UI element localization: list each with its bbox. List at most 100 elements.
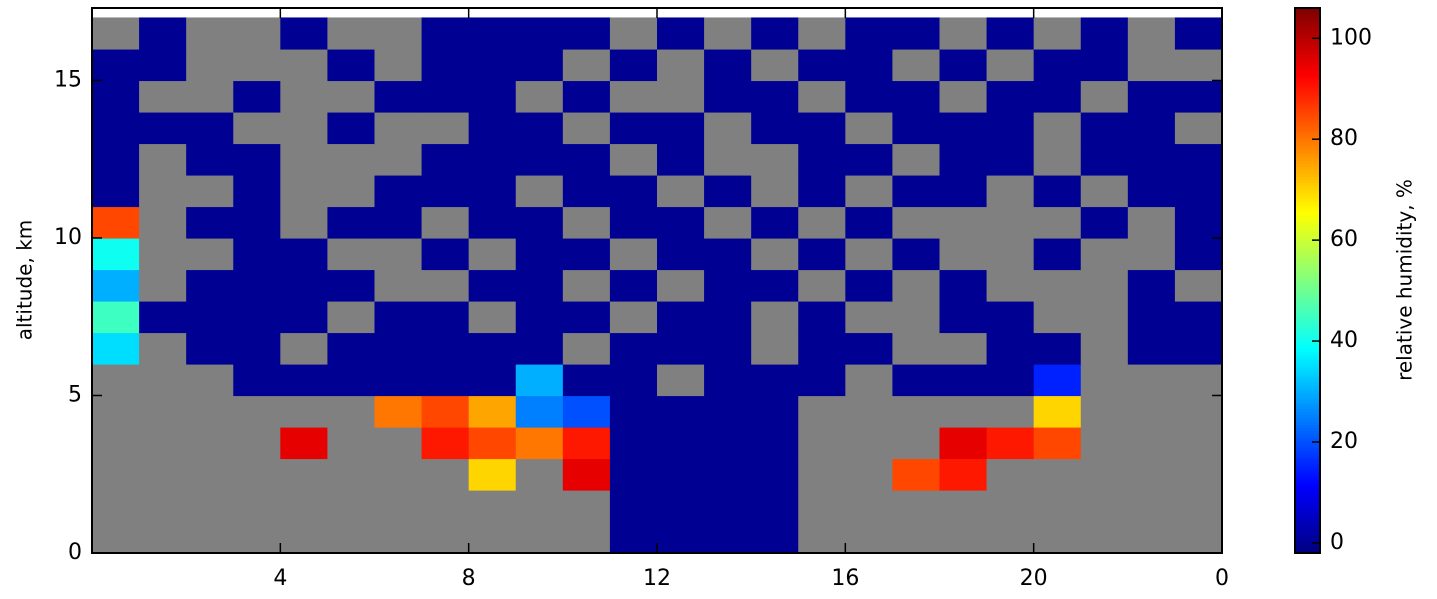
colorbar-swatch: [1295, 302, 1320, 306]
heatmap-cell: [562, 17, 611, 50]
heatmap-cell: [892, 48, 941, 82]
heatmap-cell: [892, 300, 941, 334]
colorbar-swatch: [1295, 490, 1320, 494]
heatmap-cell: [1127, 48, 1176, 82]
colorbar-swatch: [1295, 176, 1320, 181]
heatmap-cell: [986, 458, 1035, 491]
heatmap-cell: [1033, 48, 1082, 82]
colorbar-swatch: [1295, 269, 1320, 273]
heatmap-cell: [327, 48, 376, 82]
heatmap-cell: [280, 395, 329, 428]
colorbar-swatch: [1295, 212, 1320, 216]
heatmap-cell: [609, 48, 658, 82]
colorbar-frame: [1294, 7, 1321, 554]
heatmap-cell: [327, 143, 376, 176]
heatmap-cell: [704, 206, 752, 239]
heatmap-cell: [92, 174, 140, 208]
heatmap-cell: [986, 206, 1035, 239]
heatmap-cell: [845, 48, 894, 82]
heatmap-cell: [657, 300, 705, 334]
colorbar-swatch: [1295, 400, 1320, 404]
heatmap-cell: [374, 300, 423, 334]
colorbar-swatch: [1295, 375, 1320, 380]
colorbar-swatch: [1295, 157, 1320, 162]
heatmap-cell: [704, 269, 752, 302]
heatmap-cell: [139, 363, 187, 397]
heatmap-cell: [515, 363, 564, 397]
colorbar-swatch: [1295, 100, 1320, 104]
heatmap-cell: [327, 332, 376, 365]
heatmap-cell: [986, 332, 1035, 365]
heatmap-cell: [515, 111, 564, 145]
colorbar-swatch: [1295, 408, 1320, 412]
colorbar-swatch: [1295, 495, 1320, 499]
heatmap-cell: [233, 426, 281, 460]
colorbar-swatch: [1295, 220, 1320, 224]
heatmap-cell: [1127, 237, 1176, 271]
colorbar-swatch: [1295, 239, 1320, 243]
heatmap-cell: [986, 300, 1035, 334]
heatmap-cell: [421, 363, 470, 397]
heatmap-cell: [468, 521, 517, 553]
heatmap-cell: [468, 206, 517, 239]
heatmap-cell: [421, 395, 470, 428]
heatmap-cell: [327, 111, 376, 145]
heatmap-cell: [515, 174, 564, 208]
heatmap-cell: [515, 269, 564, 302]
colorbar-swatch: [1295, 163, 1320, 167]
colorbar-swatch: [1295, 384, 1320, 388]
heatmap-cell: [139, 458, 187, 491]
colorbar-swatch: [1295, 498, 1320, 502]
heatmap-cell: [986, 395, 1035, 428]
colorbar-swatch: [1295, 463, 1320, 467]
heatmap-cell: [1127, 143, 1176, 176]
colorbar-swatch: [1295, 236, 1320, 241]
colorbar-swatch: [1295, 245, 1320, 249]
colorbar-tick-label: 0: [1330, 530, 1344, 555]
heatmap-cell: [845, 395, 894, 428]
heatmap-cell: [92, 17, 140, 50]
colorbar-tick-label: 100: [1330, 25, 1372, 50]
colorbar-label: relative humidity, %: [1393, 179, 1417, 381]
heatmap-cell: [892, 395, 941, 428]
heatmap-cell: [139, 300, 187, 334]
heatmap-cell: [1127, 363, 1176, 397]
heatmap-cell: [751, 332, 799, 365]
heatmap-cell: [1127, 521, 1176, 553]
colorbar-swatch: [1295, 378, 1320, 382]
heatmap-cell: [892, 489, 941, 523]
heatmap-cell: [92, 426, 140, 460]
colorbar-swatch: [1295, 209, 1320, 213]
colorbar-swatch: [1295, 536, 1320, 540]
colorbar-swatch: [1295, 482, 1320, 486]
colorbar-swatch: [1295, 266, 1320, 271]
heatmap-cell: [939, 521, 988, 553]
colorbar-swatch: [1295, 201, 1320, 205]
heatmap-cell: [939, 206, 988, 239]
heatmap-cell: [939, 17, 988, 50]
heatmap-cell: [233, 363, 281, 397]
colorbar-swatch: [1295, 299, 1320, 303]
colorbar-swatch: [1295, 51, 1320, 55]
heatmap-cell: [374, 174, 423, 208]
heatmap-cell: [92, 48, 140, 82]
heatmap-cell: [186, 489, 234, 523]
heatmap-cell: [468, 332, 517, 365]
heatmap-cell: [374, 489, 423, 523]
heatmap-cell: [280, 489, 329, 523]
colorbar-swatch: [1295, 405, 1320, 410]
heatmap-cell: [1080, 17, 1129, 50]
heatmap-cell: [186, 17, 234, 50]
heatmap-cell: [515, 206, 564, 239]
heatmap-cell: [751, 426, 799, 460]
heatmap-cell: [845, 300, 894, 334]
y-tick-label: 10: [54, 225, 82, 250]
heatmap-cell: [751, 206, 799, 239]
heatmap-cell: [233, 17, 281, 50]
heatmap-cell: [704, 300, 752, 334]
heatmap-cell: [845, 174, 894, 208]
colorbar-swatch: [1295, 133, 1320, 137]
heatmap-cell: [845, 237, 894, 271]
colorbar-swatch: [1295, 351, 1320, 355]
heatmap-cell: [468, 395, 517, 428]
